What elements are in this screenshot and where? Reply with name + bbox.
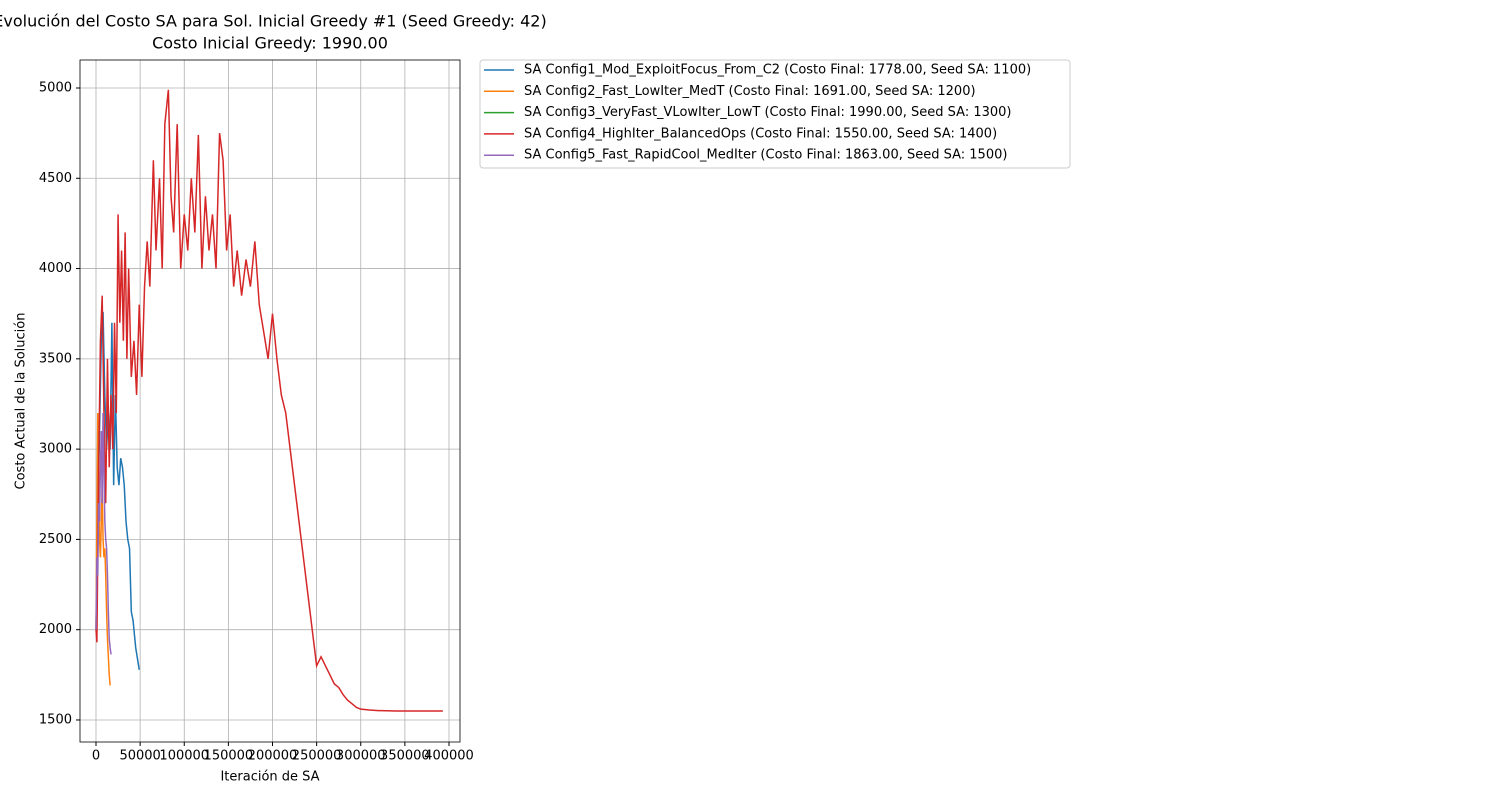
plot-frame xyxy=(79,59,461,743)
x-axis-label: Iteración de SA xyxy=(220,770,319,785)
y-tick-label: 3500 xyxy=(39,351,72,366)
y-tick-label: 5000 xyxy=(39,80,72,95)
y-tick-label: 1500 xyxy=(39,712,72,727)
x-tick-label: 50000 xyxy=(119,749,160,764)
x-tick-label: 350000 xyxy=(380,749,430,764)
x-tick-label: 0 xyxy=(92,749,100,764)
y-tick-label: 3000 xyxy=(39,442,72,457)
series-line xyxy=(95,89,443,712)
x-tick-label: 200000 xyxy=(248,749,298,764)
y-axis-label: Costo Actual de la Solución xyxy=(14,313,29,490)
x-tick-label: 250000 xyxy=(292,749,342,764)
y-tick-label: 4000 xyxy=(39,261,72,276)
y-tick-label: 2000 xyxy=(39,622,72,637)
legend-label: SA Config1_Mod_ExploitFocus_From_C2 (Cos… xyxy=(524,63,1031,78)
x-tick-label: 150000 xyxy=(204,749,254,764)
y-tick-label: 2500 xyxy=(39,532,72,547)
y-tick-label: 4500 xyxy=(39,171,72,186)
x-tick-label: 300000 xyxy=(336,749,386,764)
legend-label: SA Config5_Fast_RapidCool_MedIter (Costo… xyxy=(524,148,1007,163)
x-tick-label: 400000 xyxy=(424,749,474,764)
legend-label: SA Config3_VeryFast_VLowIter_LowT (Costo… xyxy=(524,105,1012,120)
x-tick-label: 100000 xyxy=(159,749,209,764)
chart-subtitle: Costo Inicial Greedy: 1990.00 xyxy=(152,34,388,53)
legend-label: SA Config2_Fast_LowIter_MedT (Costo Fina… xyxy=(524,84,976,99)
chart-title: Evolución del Costo SA para Sol. Inicial… xyxy=(0,12,547,31)
legend-label: SA Config4_HighIter_BalancedOps (Costo F… xyxy=(524,126,997,141)
series-line xyxy=(95,412,112,655)
legend-box xyxy=(479,59,1071,169)
